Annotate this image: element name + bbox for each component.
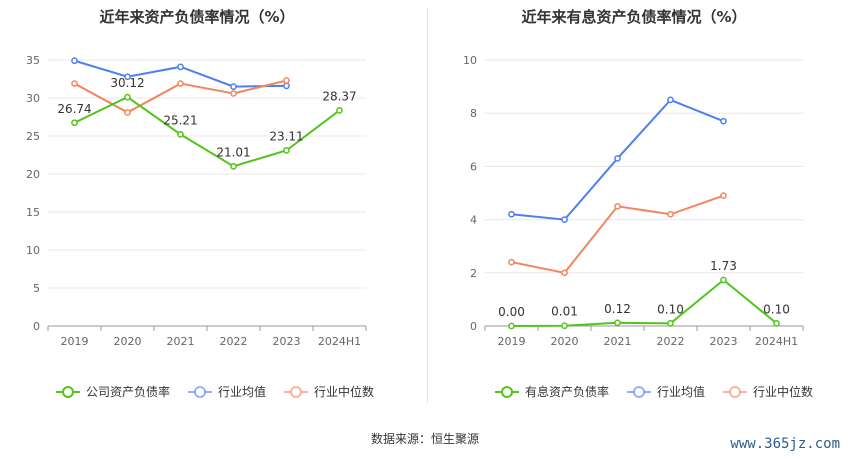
data-point (230, 162, 237, 170)
legend-marker (62, 386, 74, 398)
data-label: 30.12 (110, 76, 144, 90)
y-tick-label: 10 (463, 54, 477, 67)
legend-marker (290, 386, 302, 398)
x-tick-label: 2020 (551, 335, 579, 348)
data-label: 21.01 (216, 145, 250, 159)
x-tick-label: 2020 (114, 335, 142, 348)
legend-item-1: 行业均值 (627, 384, 705, 399)
series-line-0 (511, 278, 778, 327)
data-point (667, 96, 674, 104)
chart-divider (427, 8, 428, 403)
data-point (177, 80, 184, 87)
data-source-note: 数据来源：恒生聚源 (370, 432, 479, 446)
data-point (667, 210, 674, 218)
data-point (124, 109, 131, 116)
legend-marker (633, 386, 645, 398)
y-tick-label: 6 (470, 160, 477, 173)
data-point (71, 80, 78, 87)
x-tick-label: 2022 (657, 335, 685, 348)
x-tick-label: 2024H1 (318, 335, 361, 348)
data-label: 0.10 (763, 302, 790, 316)
x-tick-label: 2023 (273, 335, 301, 348)
x-tick-label: 2021 (604, 335, 632, 348)
data-point (230, 83, 237, 90)
y-tick-label: 8 (470, 107, 477, 120)
legend-item-0: 公司资产负债率 (56, 384, 170, 399)
data-label: 0.01 (551, 305, 578, 319)
data-point (720, 276, 727, 284)
data-point (71, 119, 78, 127)
data-point (508, 258, 515, 266)
data-label: 23.11 (269, 129, 303, 143)
data-point (283, 77, 290, 84)
chart-interest-bearing-debt-ratio: 近年来有息资产负债率情况（%） 0 2 4 6 8 10 2019 2020 2021 2022 20… (463, 8, 813, 399)
data-point (177, 131, 184, 138)
data-point (561, 322, 568, 330)
data-label: 26.74 (57, 102, 91, 116)
data-label: 0.00 (498, 305, 525, 319)
legend-item-0: 有息资产负债率 (495, 384, 609, 399)
legend-label: 行业均值 (657, 384, 705, 399)
y-tick-label: 15 (26, 206, 40, 219)
legend-marker (194, 386, 206, 398)
data-point (561, 269, 568, 277)
data-point (124, 73, 131, 81)
data-point (124, 93, 131, 101)
legend-label: 行业中位数 (314, 384, 374, 399)
data-point (283, 147, 290, 154)
data-point (614, 155, 621, 162)
data-point (508, 322, 515, 330)
data-point (561, 216, 568, 223)
x-tick-label: 2022 (220, 335, 248, 348)
chart-title: 近年来资产负债率情况（%） (99, 8, 294, 26)
data-point (614, 202, 621, 210)
y-tick-label: 4 (470, 214, 477, 227)
x-tick-label: 2023 (710, 335, 738, 348)
data-label: 28.37 (322, 89, 356, 103)
legend-marker (729, 386, 741, 398)
data-point (283, 82, 290, 90)
data-label: 25.21 (163, 113, 197, 127)
y-tick-label: 35 (26, 54, 40, 67)
data-point (614, 319, 621, 327)
data-point (71, 57, 78, 65)
legend-label: 有息资产负债率 (525, 384, 609, 399)
y-tick-label: 5 (33, 282, 40, 295)
data-point (667, 319, 674, 327)
chart-debt-ratio: 近年来资产负债率情况（%） 0 5 10 15 20 25 30 35 2019 2020 2021 2… (26, 8, 374, 399)
x-tick-label: 2019 (498, 335, 526, 348)
data-point (720, 117, 727, 125)
data-point (336, 107, 343, 114)
data-label: 0.12 (604, 302, 631, 316)
y-tick-label: 25 (26, 130, 40, 143)
y-tick-label: 0 (470, 320, 477, 333)
legend-label: 行业均值 (218, 384, 266, 399)
legend-item-2: 行业中位数 (284, 384, 374, 399)
series-line-0 (74, 95, 341, 168)
legend-item-1: 行业均值 (188, 384, 266, 399)
watermark: www.365jz.com (730, 436, 840, 452)
x-tick-label: 2021 (167, 335, 195, 348)
legend-item-2: 行业中位数 (723, 384, 813, 399)
y-tick-label: 10 (26, 244, 40, 257)
x-tick-label: 2024H1 (755, 335, 798, 348)
x-tick-label: 2019 (61, 335, 89, 348)
legend-label: 行业中位数 (753, 384, 813, 399)
y-tick-label: 2 (470, 267, 477, 280)
data-point (177, 63, 184, 71)
data-point (720, 192, 727, 200)
legend-marker (501, 386, 513, 398)
data-point (773, 319, 780, 327)
y-tick-label: 20 (26, 168, 40, 181)
data-point (508, 210, 515, 218)
data-label: 0.10 (657, 302, 684, 316)
legend-label: 公司资产负债率 (86, 384, 170, 399)
y-tick-label: 0 (33, 320, 40, 333)
chart-title: 近年来有息资产负债率情况（%） (521, 8, 746, 26)
data-point (230, 90, 237, 97)
y-tick-label: 30 (26, 92, 40, 105)
data-label: 1.73 (710, 259, 737, 273)
